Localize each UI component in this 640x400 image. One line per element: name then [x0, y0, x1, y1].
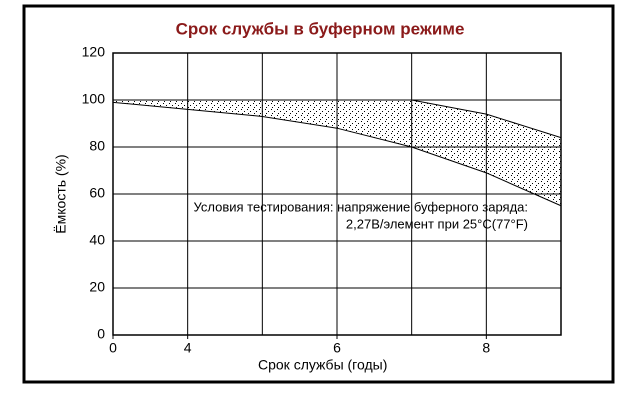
x-tick-label: 4 — [184, 340, 192, 356]
annotation: Условия тестирования: напряжение буферно… — [194, 199, 528, 214]
x-axis-label: Срок службы (годы) — [258, 357, 387, 373]
chart-title: Срок службы в буферном режиме — [176, 19, 465, 38]
band-area — [113, 100, 561, 206]
x-tick-label: 6 — [333, 340, 341, 356]
plot-border — [112, 52, 562, 336]
y-tick-label: 40 — [89, 232, 105, 248]
x-tick-label: 0 — [109, 340, 117, 356]
y-tick-label: 0 — [97, 326, 105, 342]
y-tick-label: 60 — [89, 185, 105, 201]
y-tick-label: 20 — [89, 279, 105, 295]
y-tick-label: 120 — [82, 44, 106, 60]
annotation: 2,27В/элемент при 25°C(77°F) — [346, 216, 528, 231]
band-line — [113, 99, 562, 139]
y-axis-label: Ёмкость (%) — [53, 154, 69, 233]
band-line — [112, 101, 562, 207]
x-tick-label: 8 — [482, 340, 490, 356]
y-tick-label: 80 — [89, 138, 105, 154]
y-tick-label: 100 — [82, 91, 106, 107]
